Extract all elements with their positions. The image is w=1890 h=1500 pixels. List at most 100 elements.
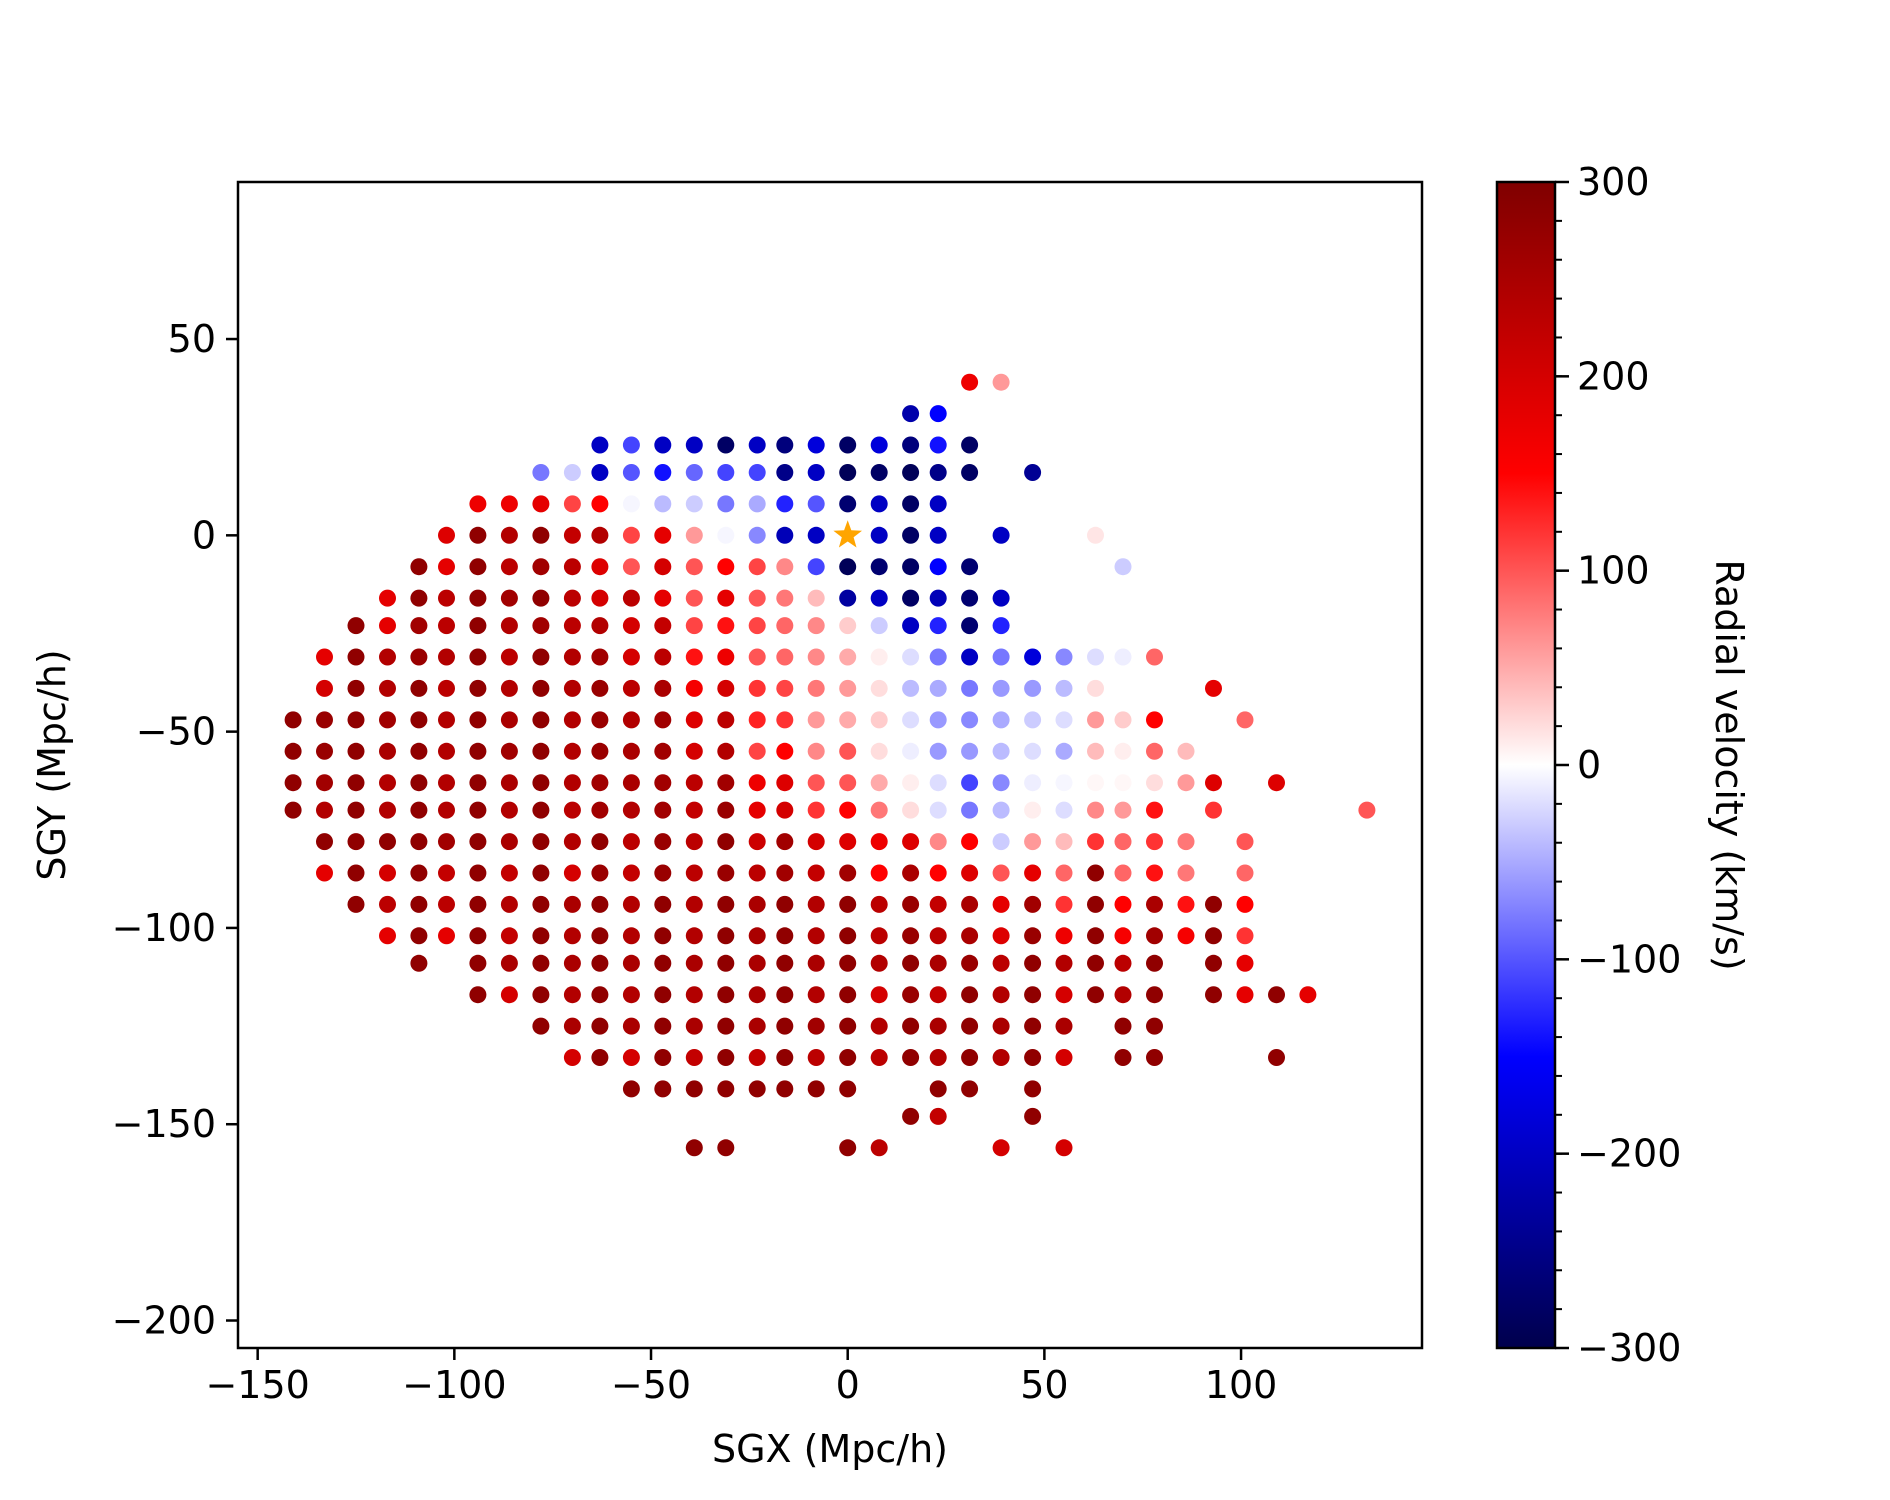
- x-axis: −150 −100 −50 0 50 100: [205, 1348, 1277, 1407]
- data-point: [902, 927, 920, 945]
- data-point: [1024, 1107, 1042, 1125]
- data-point: [532, 927, 550, 945]
- data-point: [1024, 833, 1042, 851]
- data-point: [500, 742, 518, 760]
- data-point: [839, 436, 857, 454]
- data-point: [748, 864, 766, 882]
- data-point: [347, 801, 365, 819]
- data-point: [532, 742, 550, 760]
- data-point: [1024, 648, 1042, 666]
- data-point: [410, 801, 428, 819]
- data-point: [410, 648, 428, 666]
- data-point: [1114, 986, 1132, 1004]
- y-tick-label: 50: [168, 317, 216, 361]
- data-point: [500, 774, 518, 792]
- data-point: [929, 774, 947, 792]
- data-point: [1055, 711, 1073, 729]
- data-point: [685, 895, 703, 913]
- data-point: [870, 526, 888, 544]
- data-point: [591, 986, 609, 1004]
- colorbar-tick-label: 200: [1577, 354, 1650, 398]
- data-point: [654, 954, 672, 972]
- data-point: [622, 1080, 640, 1098]
- data-point: [347, 617, 365, 635]
- data-point: [929, 648, 947, 666]
- data-point: [870, 986, 888, 1004]
- data-point: [1205, 679, 1222, 697]
- data-point: [1024, 464, 1042, 481]
- data-point: [807, 1080, 825, 1098]
- data-point: [1146, 1017, 1163, 1035]
- data-point: [902, 464, 920, 481]
- data-point: [807, 801, 825, 819]
- data-point: [685, 558, 703, 576]
- data-point: [992, 833, 1010, 851]
- data-point: [776, 801, 794, 819]
- data-point: [961, 1049, 979, 1066]
- data-point: [532, 526, 550, 544]
- data-point: [500, 558, 518, 576]
- data-point: [347, 742, 365, 760]
- data-point: [469, 495, 487, 513]
- data-point: [379, 617, 396, 635]
- data-point: [717, 986, 735, 1004]
- data-point: [563, 589, 581, 607]
- data-point: [870, 801, 888, 819]
- data-point: [563, 464, 581, 481]
- data-point: [379, 895, 396, 913]
- data-point: [717, 1049, 735, 1066]
- data-point: [776, 495, 794, 513]
- data-point: [1114, 895, 1132, 913]
- data-point: [500, 679, 518, 697]
- data-point: [563, 1017, 581, 1035]
- data-point: [748, 464, 766, 481]
- y-axis-title: SGY (Mpc/h): [30, 649, 74, 880]
- data-point: [500, 927, 518, 945]
- data-point: [532, 833, 550, 851]
- data-point: [929, 711, 947, 729]
- data-point: [839, 464, 857, 481]
- data-point: [748, 617, 766, 635]
- data-point: [622, 833, 640, 851]
- data-point: [1087, 648, 1104, 666]
- data-point: [1177, 774, 1195, 792]
- data-point: [1087, 774, 1104, 792]
- data-point: [379, 679, 396, 697]
- data-point: [284, 742, 302, 760]
- data-point: [929, 617, 947, 635]
- data-point: [1055, 1049, 1073, 1066]
- data-point: [591, 679, 609, 697]
- data-point: [776, 711, 794, 729]
- data-point: [717, 495, 735, 513]
- data-point: [1146, 986, 1163, 1004]
- x-tick-label: 100: [1205, 1363, 1278, 1407]
- data-point: [717, 617, 735, 635]
- data-point: [563, 774, 581, 792]
- data-point: [685, 648, 703, 666]
- x-tick-label: 0: [836, 1363, 860, 1407]
- data-point: [1024, 1049, 1042, 1066]
- data-point: [902, 589, 920, 607]
- data-point: [563, 833, 581, 851]
- data-point: [500, 589, 518, 607]
- data-point: [839, 558, 857, 576]
- data-point: [1087, 864, 1104, 882]
- data-point: [717, 558, 735, 576]
- data-point: [438, 864, 455, 882]
- data-point: [469, 589, 487, 607]
- data-point: [1024, 895, 1042, 913]
- data-point: [807, 495, 825, 513]
- data-point: [929, 589, 947, 607]
- data-point: [563, 864, 581, 882]
- data-point: [776, 833, 794, 851]
- data-point: [870, 895, 888, 913]
- data-point: [870, 954, 888, 972]
- data-point: [748, 495, 766, 513]
- data-point: [717, 895, 735, 913]
- data-point: [622, 774, 640, 792]
- x-tick-label: −50: [611, 1363, 691, 1407]
- data-point: [591, 954, 609, 972]
- data-point: [500, 495, 518, 513]
- data-point: [316, 833, 333, 851]
- data-point: [563, 679, 581, 697]
